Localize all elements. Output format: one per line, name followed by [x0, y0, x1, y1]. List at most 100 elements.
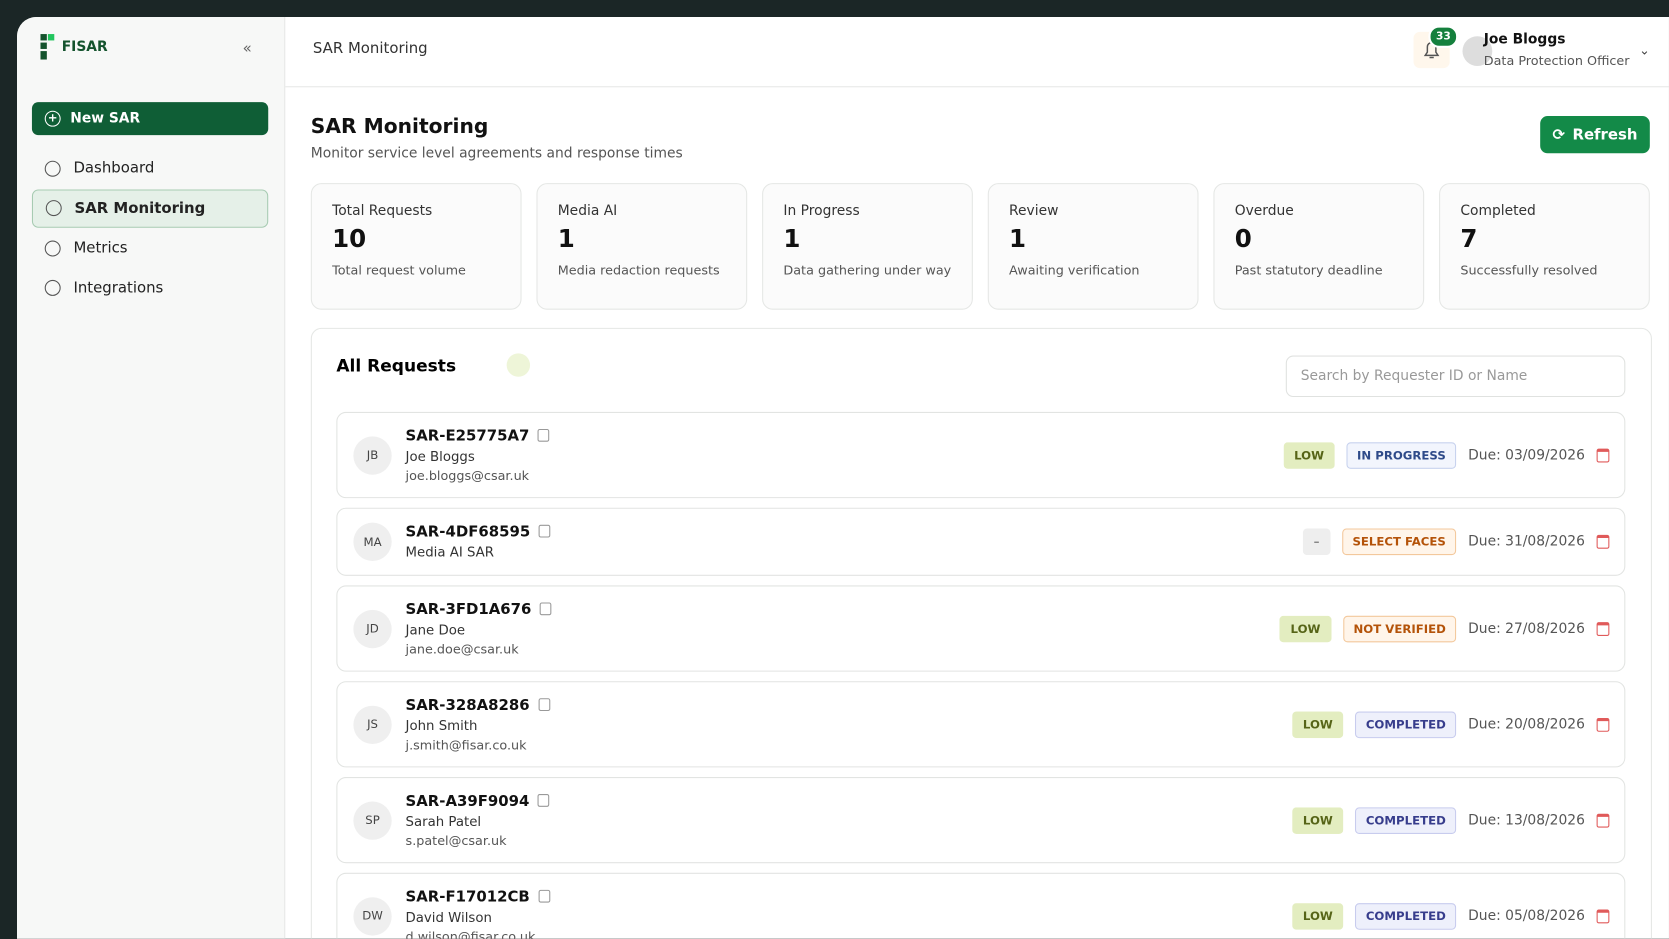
- copy-icon[interactable]: [539, 602, 552, 616]
- due-date: Due: 05/08/2026: [1468, 907, 1585, 924]
- request-row[interactable]: MA SAR-4DF68595 Media AI SAR – SELECT FACES D…: [336, 507, 1626, 576]
- avatar-initials: JS: [353, 705, 392, 744]
- avatar-initials: JB: [353, 435, 392, 475]
- requester-email: s.patel@csar.uk: [405, 833, 507, 849]
- refresh-button[interactable]: ⟳ Refresh: [1540, 116, 1650, 154]
- nav-icon: [45, 200, 62, 217]
- app: FISAR « + New SAR Dashboard SAR Monitoring…: [17, 17, 1669, 939]
- request-row[interactable]: DW SAR-F17012CB David Wilson d.wilson@fisar…: [336, 872, 1626, 939]
- requester-email: jane.doe@csar.uk: [405, 641, 519, 657]
- nav-item[interactable]: Integrations: [32, 269, 268, 307]
- stat-value: 10: [332, 225, 367, 254]
- user-role: Data Protection Officer: [1483, 53, 1630, 69]
- requester-name: David Wilson: [405, 908, 492, 925]
- stat-label: Review: [1009, 203, 1059, 220]
- nav-item[interactable]: Dashboard: [32, 149, 268, 187]
- request-row[interactable]: JS SAR-328A8286 John Smith j.smith@fisar.co…: [336, 681, 1626, 768]
- copy-icon[interactable]: [538, 698, 550, 712]
- stat-card: Overdue 0 Past statutory deadline: [1213, 183, 1425, 310]
- stat-card: Total Requests 10 Total request volume: [310, 183, 522, 310]
- stat-caption: Total request volume: [332, 262, 466, 278]
- stat-value: 0: [1234, 225, 1252, 254]
- new-sar-button[interactable]: + New SAR: [31, 102, 269, 136]
- status-badge: SELECT FACES: [1341, 528, 1457, 556]
- nav-item[interactable]: SAR Monitoring: [31, 188, 269, 228]
- stat-value: 1: [1009, 225, 1027, 254]
- stat-value: 1: [557, 225, 575, 254]
- request-id: SAR-328A8286: [406, 696, 550, 716]
- requests-panel: All Requests Search by Requester ID or N…: [310, 327, 1652, 939]
- delete-button[interactable]: [1596, 534, 1610, 549]
- copy-icon[interactable]: [538, 889, 551, 903]
- info-icon[interactable]: [506, 353, 531, 377]
- page-subtitle: Monitor service level agreements and res…: [310, 145, 683, 162]
- nav-item[interactable]: Metrics: [32, 229, 268, 267]
- collapse-button[interactable]: «: [242, 40, 252, 58]
- row-meta: LOW COMPLETED Due: 05/08/2026: [1292, 902, 1610, 930]
- topbar: SAR Monitoring 33 Joe Bloggs Data Protec…: [285, 17, 1669, 88]
- delete-button[interactable]: [1596, 717, 1610, 732]
- row-meta: LOW COMPLETED Due: 13/08/2026: [1292, 806, 1610, 834]
- requester-email: j.smith@fisar.co.uk: [405, 737, 527, 753]
- nav-label: Integrations: [73, 279, 164, 297]
- request-row[interactable]: JB SAR-E25775A7 Joe Bloggs joe.bloggs@csar.…: [336, 411, 1626, 499]
- stat-card: Review 1 Awaiting verification: [987, 183, 1199, 310]
- stat-label: Overdue: [1234, 203, 1294, 220]
- request-row[interactable]: SP SAR-A39F9094 Sarah Patel s.patel@csar.uk…: [336, 777, 1626, 864]
- priority-badge: –: [1303, 528, 1331, 556]
- delete-button[interactable]: [1596, 813, 1610, 828]
- row-meta: – SELECT FACES Due: 31/08/2026: [1303, 528, 1610, 556]
- nav-label: SAR Monitoring: [74, 199, 206, 217]
- user-menu-toggle[interactable]: ⌄: [1639, 42, 1650, 58]
- requester-email: joe.bloggs@csar.uk: [405, 468, 530, 484]
- avatar-initials: JD: [353, 609, 392, 648]
- request-row[interactable]: JD SAR-3FD1A676 Jane Doe jane.doe@csar.uk LO…: [336, 585, 1626, 672]
- copy-icon[interactable]: [537, 794, 550, 807]
- stat-label: Media AI: [557, 203, 618, 220]
- nav-icon: [44, 240, 61, 256]
- due-date: Due: 20/08/2026: [1468, 716, 1585, 733]
- priority-badge: LOW: [1292, 902, 1344, 930]
- stat-caption: Awaiting verification: [1009, 262, 1140, 278]
- breadcrumb: SAR Monitoring: [312, 40, 428, 58]
- refresh-label: Refresh: [1572, 126, 1638, 144]
- delete-button[interactable]: [1596, 621, 1610, 636]
- new-sar-label: New SAR: [70, 110, 141, 127]
- stats: Total Requests 10 Total request volume Medi…: [310, 183, 1650, 310]
- due-date: Due: 27/08/2026: [1468, 620, 1585, 637]
- delete-button[interactable]: [1596, 448, 1610, 462]
- search-input[interactable]: Search by Requester ID or Name: [1285, 355, 1626, 398]
- request-text: SAR-328A8286 John Smith j.smith@fisar.co.u…: [406, 696, 550, 755]
- request-id: SAR-F17012CB: [406, 888, 551, 908]
- row-meta: LOW NOT VERIFIED Due: 27/08/2026: [1279, 615, 1610, 642]
- logo: [40, 34, 55, 60]
- requests-title: All Requests: [336, 355, 457, 376]
- request-text: SAR-E25775A7 Joe Bloggs joe.bloggs@csar.uk: [406, 427, 550, 486]
- stat-caption: Successfully resolved: [1460, 262, 1598, 278]
- status-badge: NOT VERIFIED: [1342, 615, 1457, 642]
- copy-icon[interactable]: [538, 524, 551, 538]
- stat-label: In Progress: [783, 203, 860, 220]
- stat-card: Completed 7 Successfully resolved: [1439, 183, 1650, 310]
- requester-name: Media AI SAR: [405, 543, 495, 560]
- stat-card: Media AI 1 Media redaction requests: [536, 183, 748, 310]
- status-badge: COMPLETED: [1355, 902, 1457, 930]
- due-date: Due: 03/09/2026: [1468, 447, 1585, 464]
- status-badge: COMPLETED: [1355, 806, 1457, 834]
- delete-button[interactable]: [1596, 908, 1610, 923]
- page-title: SAR Monitoring: [310, 114, 489, 139]
- requester-name: John Smith: [405, 716, 478, 733]
- brand: FISAR: [40, 34, 108, 60]
- avatar-initials: SP: [353, 800, 392, 840]
- priority-badge: LOW: [1283, 441, 1335, 469]
- stat-value: 7: [1460, 225, 1478, 254]
- request-text: SAR-A39F9094 Sarah Patel s.patel@csar.uk: [406, 792, 550, 851]
- copy-icon[interactable]: [537, 428, 550, 442]
- user-avatar[interactable]: [1462, 36, 1493, 66]
- stat-caption: Past statutory deadline: [1234, 262, 1383, 278]
- main: SAR Monitoring 33 Joe Bloggs Data Protec…: [285, 17, 1669, 939]
- requester-name: Jane Doe: [405, 621, 466, 638]
- request-text: SAR-3FD1A676 Jane Doe jane.doe@csar.uk: [406, 600, 552, 659]
